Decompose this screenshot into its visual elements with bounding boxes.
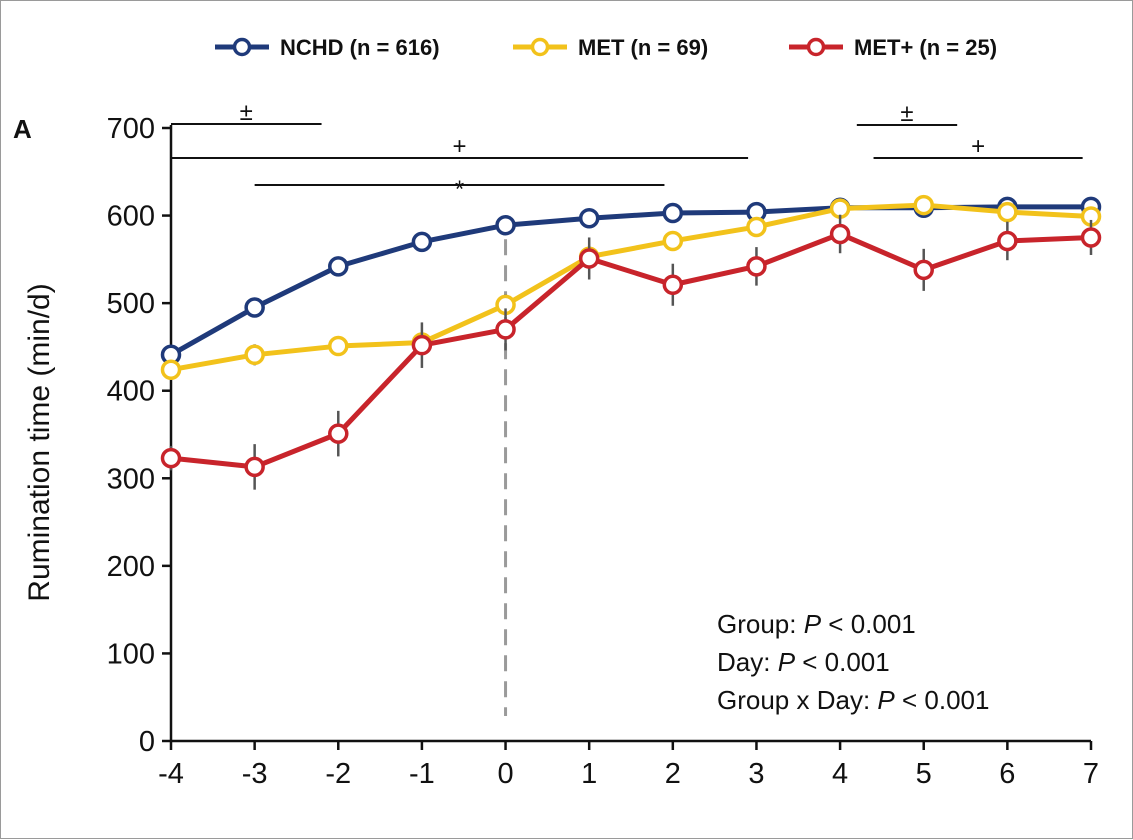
x-tick-label: 5 bbox=[916, 758, 932, 790]
data-point bbox=[328, 423, 349, 444]
y-tick-label: 700 bbox=[107, 113, 155, 145]
data-point bbox=[495, 214, 516, 236]
data-point bbox=[495, 319, 516, 340]
y-tick-label: 200 bbox=[107, 551, 155, 583]
legend: NCHD (n = 616) MET (n = 69) MET+ (n = 25) bbox=[215, 35, 997, 60]
stats-p-symbol: P bbox=[778, 647, 796, 677]
data-point bbox=[578, 248, 600, 269]
y-tick-label: 600 bbox=[107, 201, 155, 233]
x-tick-label: -4 bbox=[158, 758, 184, 790]
data-point bbox=[244, 297, 265, 318]
data-point bbox=[662, 202, 684, 224]
data-point bbox=[328, 335, 349, 357]
stats-prefix: Group x Day: bbox=[717, 685, 877, 715]
data-point bbox=[244, 456, 265, 478]
data-point bbox=[997, 230, 1018, 252]
series-group bbox=[160, 214, 1102, 490]
y-tick-label: 500 bbox=[107, 288, 155, 320]
legend-marker bbox=[530, 37, 550, 57]
significance-brackets: ± + * ± + bbox=[171, 99, 1083, 203]
y-tick-label: 400 bbox=[107, 376, 155, 408]
significance-symbol: + bbox=[453, 133, 467, 160]
y-axis-title: Rumination time (min/d) bbox=[23, 283, 56, 601]
x-tick-label: 1 bbox=[581, 758, 597, 790]
legend-label: MET (n = 69) bbox=[578, 35, 708, 60]
legend-marker bbox=[232, 37, 252, 57]
x-tick-label: -3 bbox=[242, 758, 268, 790]
data-point bbox=[997, 201, 1018, 223]
series-line bbox=[170, 202, 1092, 373]
legend-label: MET+ (n = 25) bbox=[854, 35, 997, 60]
stats-prefix: Group: bbox=[717, 609, 804, 639]
data-point bbox=[578, 207, 600, 229]
y-tick-label: 0 bbox=[139, 726, 155, 758]
significance-symbol: * bbox=[455, 176, 464, 203]
stats-line: Day: P < 0.001 bbox=[717, 647, 890, 677]
data-point bbox=[913, 194, 934, 216]
x-tick-label: 4 bbox=[832, 758, 848, 790]
stats-prefix: Day: bbox=[717, 647, 778, 677]
x-tick-label: 7 bbox=[1083, 758, 1099, 790]
data-point bbox=[160, 447, 182, 469]
data-point bbox=[829, 198, 851, 219]
x-tick-label: 3 bbox=[748, 758, 764, 790]
data-point bbox=[913, 259, 934, 281]
stats-value: < 0.001 bbox=[795, 647, 890, 677]
x-tick-label: -2 bbox=[325, 758, 351, 790]
data-point bbox=[411, 231, 433, 253]
x-tick-label: -1 bbox=[409, 758, 435, 790]
data-point bbox=[746, 216, 767, 238]
significance-symbol: ± bbox=[240, 99, 253, 126]
stats-p-symbol: P bbox=[804, 609, 822, 639]
significance-symbol: ± bbox=[900, 100, 913, 127]
data-series bbox=[160, 194, 1102, 490]
data-point bbox=[160, 359, 182, 380]
data-point bbox=[328, 256, 349, 277]
series-group bbox=[160, 194, 1102, 380]
x-tick-label: 2 bbox=[665, 758, 681, 790]
data-point bbox=[244, 344, 265, 366]
series-line bbox=[169, 204, 1091, 357]
axes: 0 100 200 300 400 500 600 700 -4 -3 -2 -1 0 1 2 3 4 5 6 7 bbox=[107, 113, 1099, 790]
data-point bbox=[411, 334, 433, 356]
x-tick-label: 6 bbox=[999, 758, 1015, 790]
stats-line: Group: P < 0.001 bbox=[717, 609, 916, 639]
stats-value: < 0.001 bbox=[895, 685, 990, 715]
y-tick-label: 300 bbox=[107, 463, 155, 495]
series-group bbox=[160, 196, 1102, 366]
stats-value: < 0.001 bbox=[821, 609, 916, 639]
data-point bbox=[746, 256, 767, 277]
y-tick-label: 100 bbox=[107, 638, 155, 670]
data-point bbox=[829, 223, 851, 245]
data-point bbox=[1080, 227, 1102, 248]
data-point bbox=[662, 274, 684, 296]
x-tick-label: 0 bbox=[497, 758, 513, 790]
stats-line: Group x Day: P < 0.001 bbox=[717, 685, 989, 715]
panel-label: A bbox=[13, 114, 32, 144]
stats-p-symbol: P bbox=[877, 685, 895, 715]
legend-label: NCHD (n = 616) bbox=[280, 35, 440, 60]
series-line bbox=[170, 231, 1092, 470]
data-point bbox=[662, 230, 684, 252]
legend-marker bbox=[806, 37, 826, 57]
significance-symbol: + bbox=[971, 133, 985, 160]
